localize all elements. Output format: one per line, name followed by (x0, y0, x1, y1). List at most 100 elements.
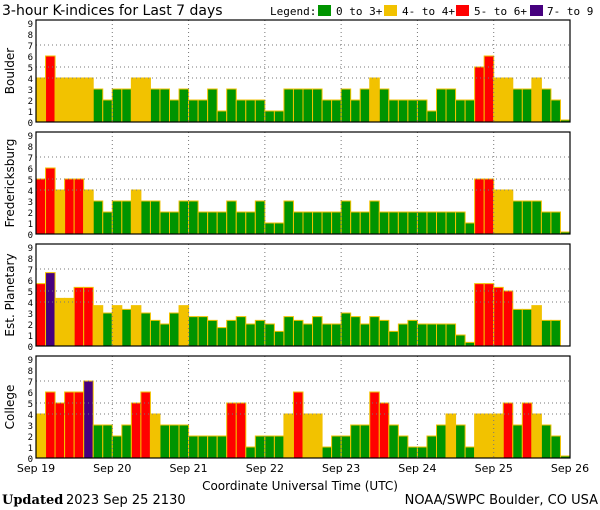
bar (73, 286, 85, 347)
bar (416, 323, 428, 347)
bar (254, 435, 266, 459)
bar (397, 99, 409, 123)
bar (235, 402, 247, 459)
bar (140, 200, 151, 235)
bar (436, 211, 447, 235)
bar (493, 286, 504, 347)
y-tick-label: 1 (28, 332, 33, 342)
y-tick-label: 3 (28, 310, 33, 320)
legend-swatch-red (456, 5, 469, 16)
bar (321, 446, 333, 459)
bar (111, 200, 123, 235)
bar (216, 211, 228, 235)
x-tick-label: Sep 19 (17, 462, 55, 475)
bar (245, 211, 256, 235)
bar (83, 380, 94, 459)
bar (197, 99, 209, 123)
bar (407, 446, 418, 459)
y-tick-label: 7 (28, 154, 33, 164)
bar (169, 99, 180, 123)
y-tick-label: 1 (28, 444, 33, 454)
bar (169, 211, 180, 235)
bar (416, 446, 428, 459)
y-tick-label: 4 (28, 75, 33, 85)
bar (64, 178, 75, 235)
bar (273, 435, 285, 459)
legend-swatch-yellow (384, 5, 397, 16)
bar (264, 222, 275, 235)
bar (407, 319, 418, 347)
bar (464, 222, 476, 235)
bar (159, 88, 171, 123)
y-tick-label: 9 (28, 132, 33, 142)
bar (264, 110, 275, 123)
x-tick-labels: Sep 19 Sep 20 Sep 21 Sep 22 Sep 23 Sep 24 Sep … (17, 462, 589, 475)
bar (340, 200, 352, 235)
bar (64, 391, 75, 459)
bar (369, 316, 380, 347)
bar (54, 77, 66, 123)
bar (245, 99, 256, 123)
bar (273, 330, 285, 347)
bar (369, 200, 380, 235)
x-axis-label: Coordinate Universal Time (UTC) (202, 479, 398, 493)
y-tick-label: 2 (28, 209, 33, 219)
legend-swatch-purple (530, 5, 543, 16)
bar (92, 88, 104, 123)
bar (540, 319, 552, 347)
bar (54, 189, 66, 235)
bar (350, 211, 361, 235)
y-tick-label: 4 (28, 411, 33, 421)
bar (140, 391, 151, 459)
bar (216, 327, 228, 347)
bar (102, 424, 113, 459)
bar (312, 88, 323, 123)
bar (264, 435, 275, 459)
bar (378, 402, 390, 459)
y-tick-label: 9 (28, 244, 33, 254)
bar (273, 110, 285, 123)
bar (45, 167, 56, 235)
bar (445, 413, 457, 459)
bar (92, 200, 104, 235)
bar (45, 391, 56, 459)
bar (531, 413, 542, 459)
bar (445, 211, 457, 235)
bar (331, 435, 342, 459)
bar (207, 319, 218, 347)
y-tick-label: 0 (28, 119, 33, 129)
plot-frame (35, 19, 571, 123)
bar (550, 435, 561, 459)
bar (83, 189, 94, 235)
y-tick-label: 0 (28, 231, 33, 241)
bar (550, 99, 561, 123)
bar (178, 424, 190, 459)
bar (512, 200, 523, 235)
bar (350, 99, 361, 123)
y-tick-label: 8 (28, 255, 33, 265)
y-tick-label: 1 (28, 108, 33, 118)
bar (531, 77, 542, 123)
y-tick-label: 5 (28, 64, 33, 74)
bar (521, 200, 533, 235)
bar (483, 55, 495, 123)
bar (436, 88, 447, 123)
bar (474, 178, 485, 235)
bar (64, 77, 75, 123)
bar (474, 283, 485, 347)
x-tick-label: Sep 24 (398, 462, 436, 475)
x-tick-label: Sep 21 (169, 462, 207, 475)
y-tick-label: 5 (28, 176, 33, 186)
panel-label: College (3, 385, 17, 430)
y-tick-label: 6 (28, 277, 33, 287)
bar (540, 88, 552, 123)
bar (130, 189, 142, 235)
y-tick-label: 1 (28, 220, 33, 230)
y-tick-label: 8 (28, 367, 33, 377)
bar (474, 413, 485, 459)
bar (331, 211, 342, 235)
bar (140, 312, 151, 347)
bar (35, 77, 47, 123)
